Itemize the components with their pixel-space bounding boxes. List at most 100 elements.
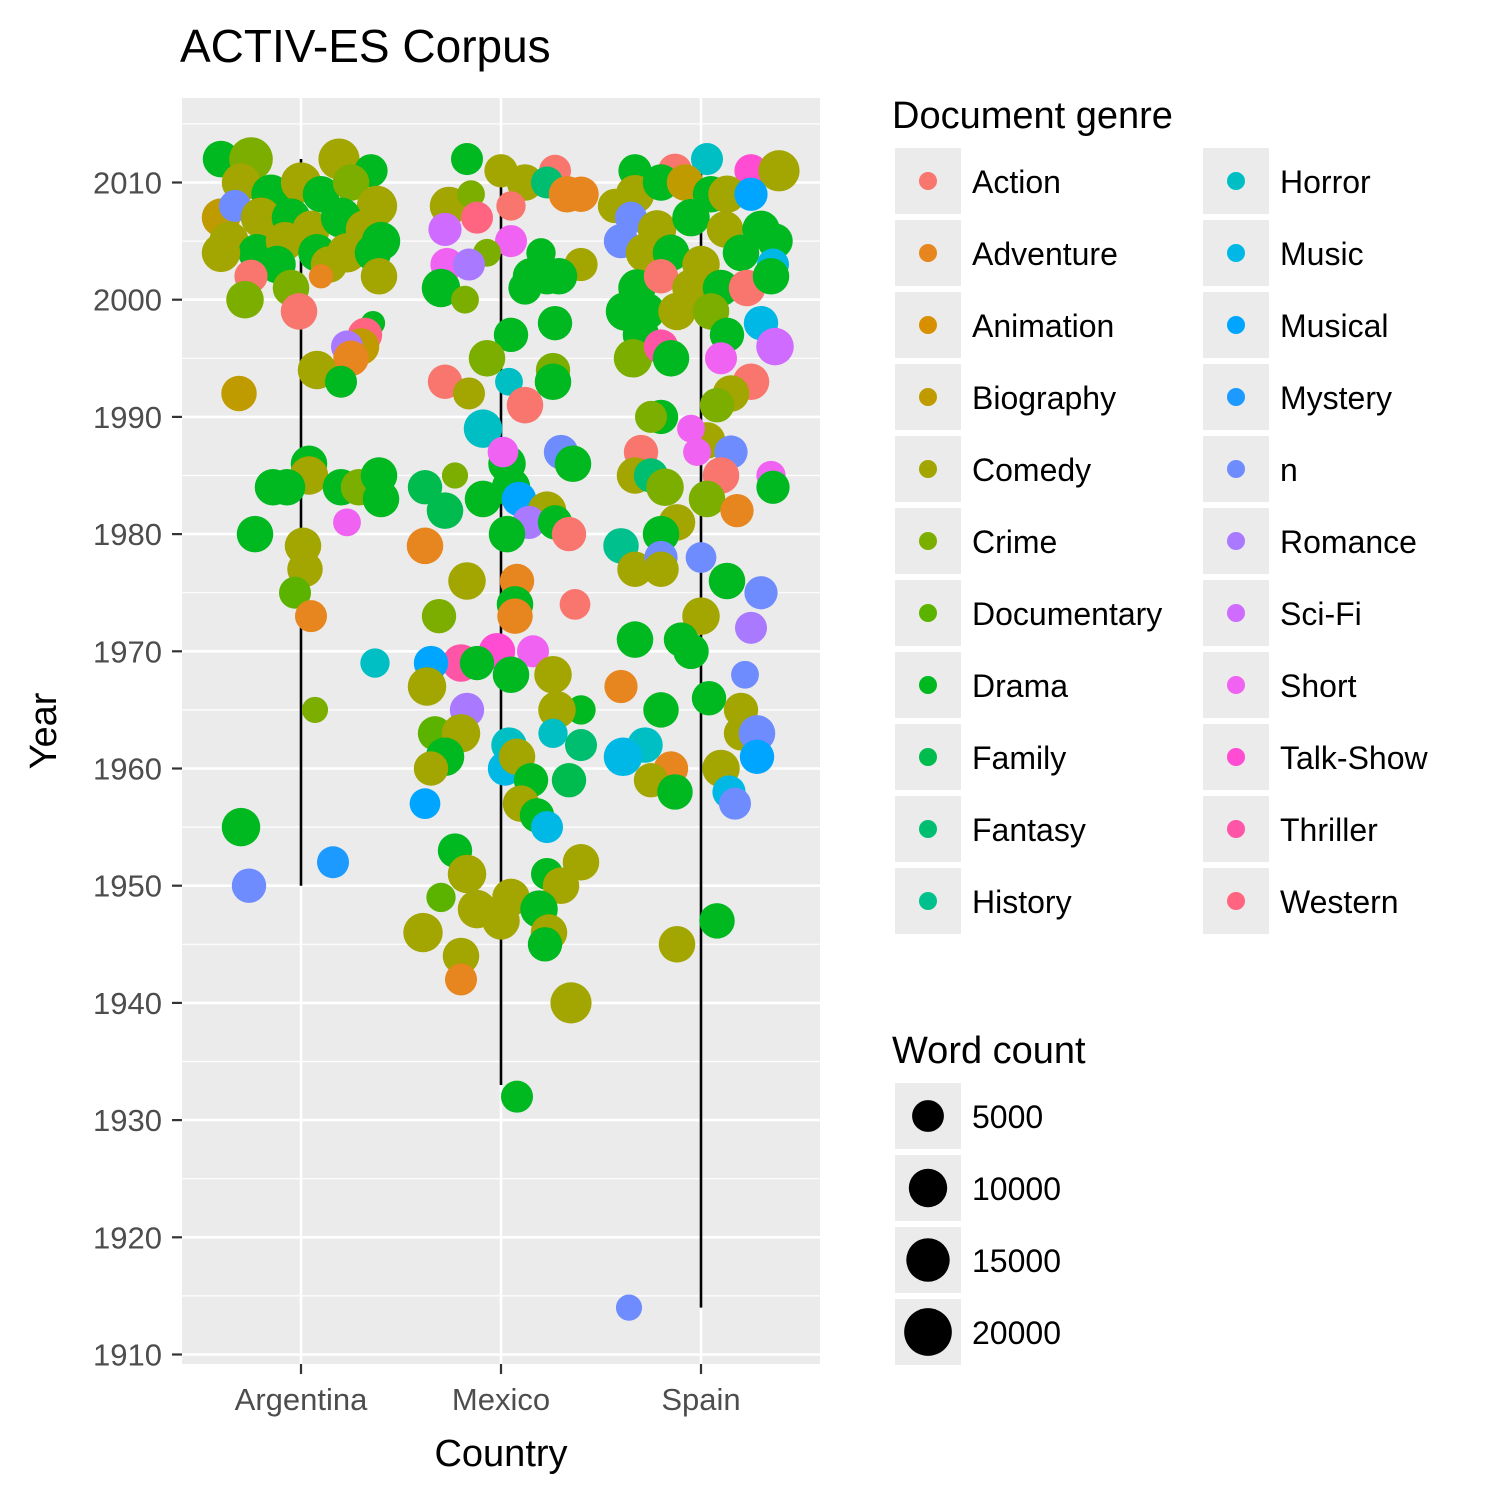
legend-label-crime: Crime — [972, 524, 1057, 560]
point-crime — [441, 462, 469, 489]
legend-swatch-music — [1227, 244, 1245, 262]
point-comedy — [201, 233, 241, 273]
point-adventure — [444, 963, 478, 996]
size-legend: 5000 10000 15000 20000 — [895, 1083, 1061, 1365]
point-short — [677, 414, 705, 443]
point-drama — [492, 656, 530, 694]
size-swatch-15000 — [906, 1238, 950, 1282]
point-action — [643, 259, 679, 294]
point-horror — [538, 718, 568, 749]
legend-label-thriller: Thriller — [1280, 812, 1378, 848]
size-legend-title: Word count — [892, 1030, 1086, 1072]
point-drama — [362, 480, 400, 518]
point-adventure — [308, 264, 334, 289]
legend-label-musical: Musical — [1280, 308, 1388, 344]
point-music — [530, 811, 564, 844]
point-drama — [616, 621, 654, 658]
legend-swatch-western — [1227, 892, 1245, 910]
y-axis: 1910 1920 1930 1940 1950 1960 1970 1980 1990 2000… — [93, 166, 182, 1373]
point-comedy — [240, 197, 282, 238]
legend-label-n: n — [1280, 452, 1298, 488]
legend-label-animation: Animation — [972, 308, 1114, 344]
point-horror — [690, 143, 724, 176]
point-comedy — [617, 551, 653, 588]
point-family — [426, 492, 464, 529]
point-drama — [527, 927, 563, 962]
point-drama — [756, 470, 790, 504]
legend-swatch-sci-fi — [1227, 604, 1245, 622]
point-comedy — [643, 551, 679, 588]
legend-swatch-animation — [919, 316, 937, 334]
point-comedy — [708, 175, 746, 213]
point-crime — [613, 339, 653, 378]
point-comedy — [682, 597, 720, 635]
legend-label-history: History — [972, 884, 1072, 920]
point-crime — [226, 280, 264, 319]
point-adventure — [497, 598, 533, 634]
x-axis: Argentina Mexico Spain — [235, 1364, 741, 1417]
legend-swatch-short — [1227, 676, 1245, 694]
point-drama — [464, 480, 502, 518]
y-tick-label: 1930 — [93, 1103, 162, 1138]
point-n — [718, 787, 752, 820]
legend-label-western: Western — [1280, 884, 1399, 920]
point-drama — [657, 774, 693, 810]
point-drama — [268, 468, 306, 506]
y-tick-label: 1960 — [93, 752, 162, 787]
x-tick-label-mexico: Mexico — [452, 1382, 550, 1417]
point-comedy — [407, 667, 447, 706]
point-crime — [421, 598, 457, 634]
point-drama — [493, 317, 529, 353]
legend-swatch-mystery — [1227, 388, 1245, 406]
point-drama — [757, 223, 793, 259]
point-drama — [236, 515, 274, 553]
x-tick-label-argentina: Argentina — [235, 1382, 368, 1417]
point-drama — [500, 1080, 534, 1113]
point-documentary — [426, 882, 456, 913]
point-drama — [534, 363, 572, 401]
point-western — [460, 201, 494, 234]
legend-label-family: Family — [972, 740, 1066, 776]
y-axis-title: Year — [23, 692, 65, 769]
point-action — [496, 191, 526, 221]
point-drama — [642, 515, 680, 553]
point-action — [551, 516, 587, 552]
size-label-15000: 15000 — [972, 1243, 1061, 1279]
point-crime — [457, 180, 485, 209]
legend-swatch-history — [919, 892, 937, 910]
y-tick-label: 1990 — [93, 400, 162, 435]
point-fantasy — [564, 729, 598, 762]
point-drama — [652, 340, 690, 377]
point-musical — [739, 739, 775, 774]
y-tick-label: 1920 — [93, 1220, 162, 1255]
size-swatch-5000 — [912, 1100, 944, 1132]
point-comedy — [360, 257, 398, 295]
point-mystery — [316, 846, 350, 879]
y-tick-label: 1980 — [93, 517, 162, 552]
data-points — [201, 137, 800, 1321]
point-talk-show — [734, 154, 768, 188]
legend-label-talk-show: Talk-Show — [1280, 740, 1429, 776]
point-comedy — [413, 751, 449, 786]
legend-swatch-documentary — [919, 604, 937, 622]
x-tick-label-spain: Spain — [661, 1382, 740, 1417]
point-drama — [421, 268, 461, 308]
point-family — [551, 763, 587, 798]
point-n — [231, 868, 267, 903]
point-drama — [540, 257, 578, 295]
point-horror — [463, 409, 503, 448]
point-drama — [488, 515, 526, 553]
legend-swatch-fantasy — [919, 820, 937, 838]
point-adventure — [294, 600, 328, 633]
x-axis-title: Country — [434, 1433, 567, 1475]
point-comedy — [452, 377, 486, 410]
point-action — [559, 589, 591, 620]
legend-swatch-family — [919, 748, 937, 766]
point-n — [615, 1294, 643, 1321]
size-label-5000: 5000 — [972, 1099, 1043, 1135]
point-musical — [734, 177, 768, 211]
point-adventure — [406, 527, 444, 565]
point-short — [683, 438, 711, 466]
genre-legend: Action Adventure Animation Biography Comedy C… — [895, 148, 1429, 934]
legend-label-adventure: Adventure — [972, 236, 1118, 272]
